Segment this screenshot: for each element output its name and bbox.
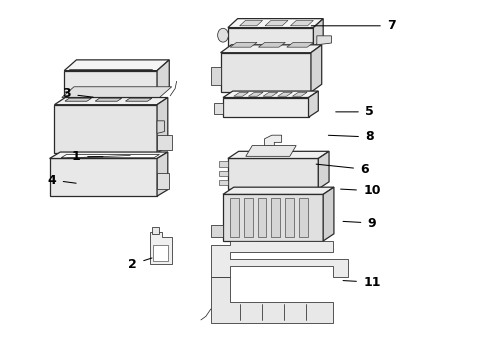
Polygon shape <box>220 45 322 53</box>
Polygon shape <box>49 158 157 196</box>
Polygon shape <box>278 93 293 96</box>
Polygon shape <box>54 105 157 153</box>
Polygon shape <box>317 36 331 45</box>
Polygon shape <box>323 187 334 241</box>
Polygon shape <box>157 173 169 189</box>
Polygon shape <box>265 21 288 26</box>
Polygon shape <box>223 194 323 241</box>
Polygon shape <box>64 71 157 98</box>
Polygon shape <box>219 180 228 185</box>
Polygon shape <box>223 187 334 194</box>
Polygon shape <box>157 135 171 149</box>
Polygon shape <box>265 135 284 158</box>
Polygon shape <box>318 151 329 189</box>
Text: 3: 3 <box>62 87 93 100</box>
Polygon shape <box>157 60 169 98</box>
Polygon shape <box>314 19 323 47</box>
Polygon shape <box>150 232 172 264</box>
Polygon shape <box>62 87 172 98</box>
Polygon shape <box>267 146 272 155</box>
Polygon shape <box>223 98 309 117</box>
Polygon shape <box>233 241 257 250</box>
Polygon shape <box>95 98 122 101</box>
Polygon shape <box>258 198 267 237</box>
Polygon shape <box>291 21 314 26</box>
Polygon shape <box>228 19 323 28</box>
Polygon shape <box>157 121 164 134</box>
Polygon shape <box>228 158 318 189</box>
Polygon shape <box>219 161 228 167</box>
Polygon shape <box>244 198 253 237</box>
Polygon shape <box>152 226 159 234</box>
Polygon shape <box>157 98 168 153</box>
Polygon shape <box>246 145 296 156</box>
Polygon shape <box>299 198 308 237</box>
Polygon shape <box>65 98 91 101</box>
Polygon shape <box>287 42 314 47</box>
Text: 1: 1 <box>72 150 103 163</box>
Polygon shape <box>220 53 311 92</box>
Polygon shape <box>263 93 278 96</box>
Polygon shape <box>293 93 307 96</box>
Text: 2: 2 <box>128 258 152 271</box>
Text: 9: 9 <box>343 216 376 230</box>
Polygon shape <box>49 152 168 158</box>
Text: 4: 4 <box>48 174 76 186</box>
Polygon shape <box>258 42 285 47</box>
Polygon shape <box>125 98 152 101</box>
Polygon shape <box>234 93 248 96</box>
Polygon shape <box>65 98 91 101</box>
Polygon shape <box>248 93 263 96</box>
Text: 7: 7 <box>311 19 396 32</box>
Polygon shape <box>54 98 168 105</box>
Polygon shape <box>240 21 263 26</box>
Polygon shape <box>211 277 333 323</box>
Text: 11: 11 <box>343 276 381 289</box>
Text: 5: 5 <box>336 105 374 118</box>
Polygon shape <box>157 152 168 196</box>
Polygon shape <box>228 28 314 47</box>
Ellipse shape <box>218 28 228 42</box>
Polygon shape <box>271 198 280 237</box>
Polygon shape <box>64 60 169 71</box>
Polygon shape <box>309 91 318 117</box>
Polygon shape <box>211 225 223 237</box>
Text: 8: 8 <box>328 130 374 144</box>
Polygon shape <box>61 154 159 158</box>
Polygon shape <box>219 171 228 176</box>
Polygon shape <box>153 244 168 261</box>
Polygon shape <box>223 91 318 98</box>
Polygon shape <box>214 103 223 114</box>
Polygon shape <box>211 67 220 85</box>
Polygon shape <box>311 45 322 92</box>
Polygon shape <box>95 98 122 101</box>
Polygon shape <box>211 241 347 277</box>
Polygon shape <box>230 198 239 237</box>
Polygon shape <box>285 198 294 237</box>
Text: 6: 6 <box>316 163 369 176</box>
Polygon shape <box>228 151 329 158</box>
Polygon shape <box>125 98 152 101</box>
Text: 10: 10 <box>341 184 381 197</box>
Polygon shape <box>230 42 257 47</box>
